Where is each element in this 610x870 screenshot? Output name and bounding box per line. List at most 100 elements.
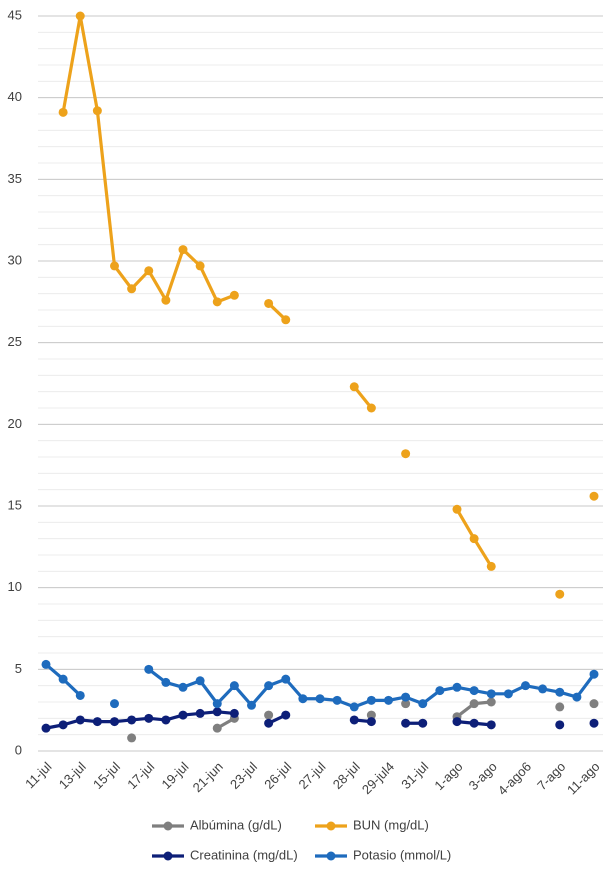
data-point [58,107,68,117]
data-point [195,261,205,271]
series-line [353,385,373,410]
data-point [401,449,411,459]
legend: Albúmina (g/dL) BUN (mg/dL) Creatinina (mg… [152,817,451,862]
data-point [384,695,393,705]
data-point [486,561,496,571]
data-point [247,700,256,710]
legend-label: Creatinina (mg/dL) [190,847,298,862]
data-point [281,315,291,325]
x-tick-label: 31-jul [398,759,431,792]
data-point [349,702,359,712]
grid: 0 5 10 15 20 25 30 35 40 45 11-jul 13-jul 15-jul 17-j… [8,7,603,798]
data-point [366,717,376,727]
data-point [538,684,548,694]
plot-area [41,11,599,743]
data-point [366,403,376,413]
y-tick-label: 5 [15,661,22,676]
y-tick-label: 35 [8,171,22,186]
data-point [589,699,599,709]
data-point [435,686,445,696]
x-tick-label: 27-jul [295,759,328,792]
legend-label: BUN (mg/dL) [353,817,429,832]
data-point [418,699,428,709]
y-tick-label: 45 [8,7,22,22]
data-point [264,681,274,691]
x-tick-label: 7-ago [534,759,568,793]
data-point [144,266,154,276]
data-point [572,692,582,702]
data-point [469,534,479,544]
data-point [469,718,479,728]
y-tick-label: 30 [8,252,22,267]
data-point [127,715,137,725]
data-point [264,718,274,728]
data-point [298,694,308,704]
data-point [366,695,376,705]
data-point [349,715,359,725]
data-point [589,669,599,679]
data-point [127,733,137,743]
data-point [401,699,411,709]
legend-label: Albúmina (g/dL) [190,817,282,832]
data-point [75,11,85,21]
series-line [61,14,235,304]
data-point [195,676,205,686]
data-point [41,659,51,669]
data-point [229,708,239,718]
x-tick-label: 17-jul [124,759,157,792]
data-point [58,720,68,730]
data-point [92,106,102,116]
data-point [555,720,565,730]
data-point [92,717,102,727]
data-point [366,710,376,720]
data-point [161,677,171,687]
x-tick-label: 15-jul [90,759,123,792]
data-point [229,681,239,691]
x-tick-label: 19-jul [158,759,191,792]
x-tick-label: 23-jul [227,759,260,792]
data-point [281,674,291,684]
data-point [212,723,222,733]
data-point [521,681,530,691]
data-point [41,723,51,733]
x-tick-label: 1-ago [431,759,465,793]
data-point [178,682,188,692]
data-point [469,686,479,696]
y-tick-label: 40 [8,89,22,104]
data-point [178,245,188,255]
data-point [418,718,428,728]
data-point [212,707,222,717]
data-point [58,674,68,684]
data-point [401,692,411,702]
x-tick-label: 11-jul [22,759,54,791]
data-point [589,491,599,501]
data-point [555,687,565,697]
data-point [281,710,291,720]
legend-label: Potasio (mmol/L) [353,847,451,862]
data-point [555,702,565,712]
data-point [486,697,496,707]
data-point [212,699,222,709]
x-tick-label: 29-jul4 [359,759,397,797]
data-point [161,295,171,305]
data-point [75,690,85,700]
data-point [589,718,599,728]
data-point [110,717,119,727]
data-point [127,284,137,294]
y-tick-label: 0 [15,742,22,757]
y-tick-label: 10 [8,579,22,594]
y-tick-label: 25 [8,334,22,349]
data-point [503,689,513,699]
data-point [161,715,171,725]
legend-marker [326,821,336,831]
data-point [110,261,119,271]
series-line [45,710,235,730]
data-point [486,689,496,699]
data-point [212,297,222,307]
legend-marker [163,821,173,831]
y-tick-label: 20 [8,416,22,431]
x-tick-label: 28-jul [330,759,363,792]
data-point [75,715,85,725]
x-tick-label: 4-ago6 [495,759,534,798]
